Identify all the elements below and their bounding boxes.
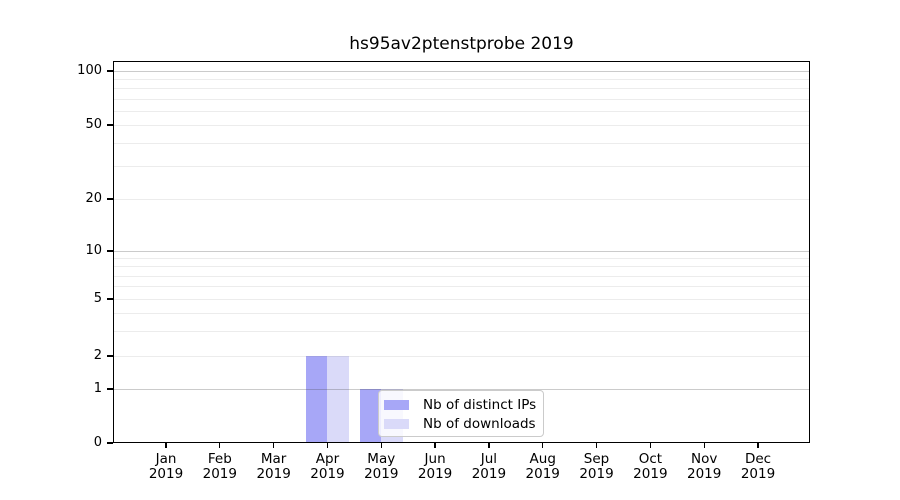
x-tick-may	[380, 443, 382, 448]
x-tick-label-jun: Jun 2019	[417, 451, 453, 482]
x-tick-label-feb: Feb 2019	[202, 451, 237, 482]
y-tick-label-2: 2	[93, 348, 102, 363]
x-tick-label-nov: Nov 2019	[686, 451, 722, 482]
x-tick-jun	[434, 443, 436, 448]
y-tick-label-100: 100	[77, 63, 102, 78]
gridline-y-7	[113, 275, 810, 277]
y-tick-50	[107, 124, 113, 126]
x-tick-label-may: May 2019	[364, 451, 399, 482]
gridline-y-3	[113, 330, 810, 332]
gridline-y-50	[113, 125, 810, 126]
plot-area	[113, 61, 810, 443]
x-tick-label-aug: Aug 2019	[525, 451, 560, 482]
x-tick-label-apr: Apr 2019	[310, 451, 345, 482]
x-tick-jul	[488, 443, 490, 448]
y-tick-0	[107, 442, 113, 444]
bar-may-distinct-ips	[359, 389, 382, 443]
x-tick-label-jan: Jan 2019	[148, 451, 184, 482]
gridline-y-70	[113, 98, 810, 100]
gridline-y-9	[113, 258, 810, 260]
x-tick-feb	[219, 443, 221, 448]
y-tick-label-20: 20	[85, 191, 102, 206]
gridline-y-40	[113, 143, 810, 145]
y-tick-2	[107, 355, 113, 357]
y-tick-20	[107, 198, 113, 200]
y-tick-100	[107, 70, 113, 72]
gridline-y-8	[113, 266, 810, 268]
legend: Nb of distinct IPs Nb of downloads	[378, 390, 544, 437]
gridline-y-1	[113, 389, 810, 390]
legend-label-distinct-ips: Nb of distinct IPs	[423, 396, 537, 413]
x-tick-label-mar: Mar 2019	[256, 451, 291, 482]
x-tick-label-dec: Dec 2019	[740, 451, 776, 482]
y-tick-5	[107, 298, 113, 300]
legend-item-downloads: Nb of downloads	[384, 414, 538, 433]
gridline-y-6	[113, 286, 810, 288]
y-tick-label-1: 1	[93, 381, 102, 396]
x-tick-label-oct: Oct 2019	[633, 451, 668, 482]
gridline-y-80	[113, 88, 810, 90]
x-tick-label-sep: Sep 2019	[579, 451, 614, 482]
x-tick-apr	[326, 443, 329, 448]
legend-swatch-distinct-ips	[384, 399, 409, 410]
gridline-y-10	[113, 251, 810, 252]
y-tick-10	[107, 250, 113, 252]
legend-label-downloads: Nb of downloads	[423, 415, 536, 432]
y-tick-label-50: 50	[85, 117, 102, 132]
gridline-y-2	[113, 356, 810, 357]
x-tick-aug	[542, 443, 544, 448]
gridline-y-4	[113, 312, 810, 314]
y-tick-label-5: 5	[93, 291, 102, 306]
y-tick-label-0: 0	[93, 435, 102, 450]
x-tick-jan	[165, 443, 167, 448]
gridline-y-60	[113, 110, 810, 112]
gridline-y-30	[113, 166, 810, 168]
gridline-y-100	[113, 71, 810, 72]
bar-apr-distinct-ips	[305, 356, 328, 443]
x-tick-nov	[703, 443, 705, 448]
x-tick-oct	[649, 443, 651, 448]
gridline-y-5	[113, 299, 810, 300]
x-tick-label-jul: Jul 2019	[471, 451, 507, 482]
bar-apr-downloads	[327, 356, 349, 443]
y-tick-1	[107, 388, 113, 390]
x-tick-sep	[595, 443, 598, 448]
legend-item-distinct-ips: Nb of distinct IPs	[384, 395, 538, 414]
y-tick-label-10: 10	[85, 243, 102, 258]
gridline-y-90	[113, 79, 810, 81]
x-tick-mar	[272, 443, 275, 448]
x-tick-dec	[757, 443, 759, 448]
legend-swatch-downloads	[384, 418, 409, 429]
gridline-y-20	[113, 199, 810, 200]
chart-title: hs95av2ptenstprobe 2019	[349, 34, 574, 54]
